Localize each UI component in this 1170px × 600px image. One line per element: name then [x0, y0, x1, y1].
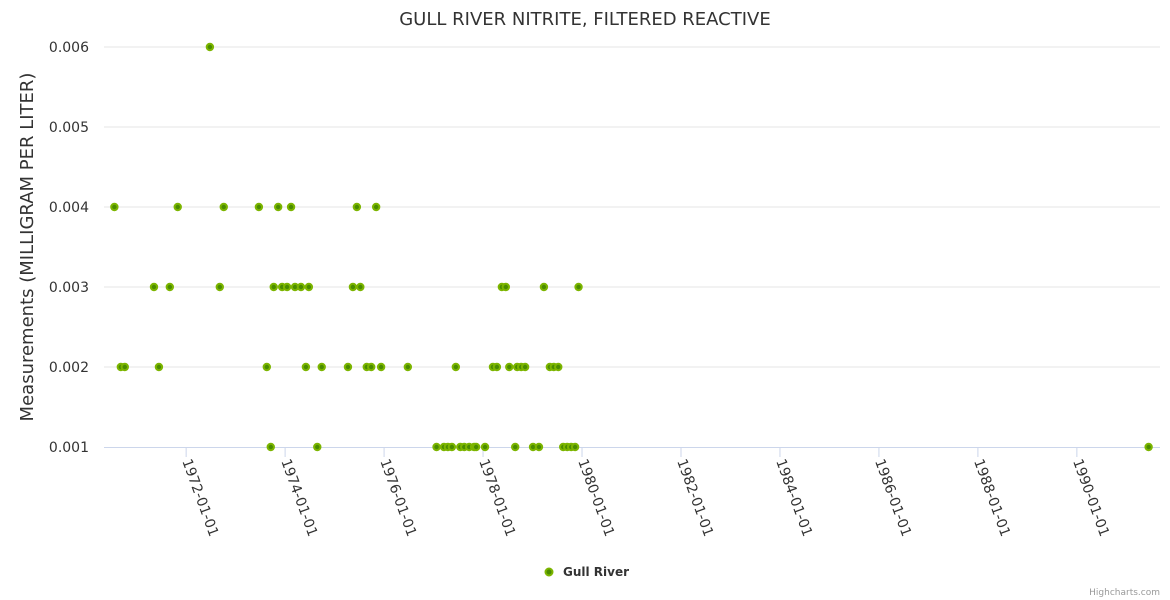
- legend-label: Gull River: [563, 565, 629, 579]
- data-point: [348, 282, 358, 292]
- data-point: [219, 202, 228, 212]
- data-point: [120, 362, 129, 372]
- data-point: [149, 282, 159, 292]
- data-point: [432, 442, 441, 452]
- data-point: [480, 442, 490, 452]
- data-point: [501, 282, 511, 292]
- x-tick-label: 1984-01-01: [772, 457, 815, 539]
- data-point: [304, 282, 314, 292]
- data-point: [165, 282, 175, 292]
- data-point: [173, 202, 182, 212]
- data-point: [254, 202, 264, 212]
- data-point: [286, 202, 296, 212]
- y-tick-label: 0.005: [49, 120, 89, 136]
- data-point: [266, 442, 275, 452]
- data-point: [356, 282, 365, 292]
- x-tick-label: 1990-01-01: [1069, 457, 1112, 539]
- x-tick-label: 1974-01-01: [277, 457, 320, 539]
- legend-marker: [544, 567, 554, 577]
- data-point: [317, 362, 326, 372]
- x-tick-label: 1980-01-01: [574, 457, 617, 539]
- data-point: [554, 362, 563, 372]
- x-tick-label: 1982-01-01: [673, 457, 716, 539]
- x-tick-label: 1986-01-01: [871, 457, 914, 539]
- y-axis-label: Measurements (MILLIGRAM PER LITER): [17, 73, 38, 422]
- data-point: [262, 362, 272, 372]
- data-point: [574, 282, 583, 292]
- data-point: [205, 42, 215, 52]
- x-tick-label: 1972-01-01: [178, 457, 221, 539]
- data-point: [296, 282, 306, 292]
- chart-title: GULL RIVER NITRITE, FILTERED REACTIVE: [399, 9, 771, 30]
- y-tick-label: 0.001: [49, 440, 89, 456]
- data-point: [313, 442, 322, 452]
- x-tick-label: 1988-01-01: [970, 457, 1013, 539]
- data-point: [154, 362, 164, 372]
- data-point: [352, 202, 362, 212]
- data-point: [511, 442, 520, 452]
- data-point: [534, 442, 544, 452]
- data-point: [492, 362, 502, 372]
- x-tick-label: 1978-01-01: [475, 457, 518, 539]
- data-point: [451, 362, 461, 372]
- data-point: [1144, 442, 1153, 452]
- data-point: [376, 362, 386, 372]
- data-point: [471, 442, 481, 452]
- data-point: [570, 442, 580, 452]
- data-point: [371, 202, 381, 212]
- y-tick-label: 0.006: [49, 40, 89, 56]
- data-point: [282, 282, 292, 292]
- y-tick-label: 0.004: [49, 200, 89, 216]
- data-point: [110, 202, 119, 212]
- y-tick-label: 0.002: [49, 360, 89, 376]
- y-tick-label: 0.003: [49, 280, 89, 296]
- data-point: [343, 362, 353, 372]
- data-point: [539, 282, 549, 292]
- data-point: [215, 282, 224, 292]
- x-tick-label: 1976-01-01: [376, 457, 419, 539]
- legend-item-gull-river[interactable]: Gull River: [544, 565, 630, 579]
- data-point: [505, 362, 514, 372]
- data-point: [273, 202, 283, 212]
- data-point: [367, 362, 376, 372]
- data-point: [269, 282, 278, 292]
- data-point: [301, 362, 311, 372]
- credits-link[interactable]: Highcharts.com: [1089, 588, 1160, 598]
- data-point: [520, 362, 530, 372]
- data-point: [403, 362, 413, 372]
- data-point: [447, 442, 457, 452]
